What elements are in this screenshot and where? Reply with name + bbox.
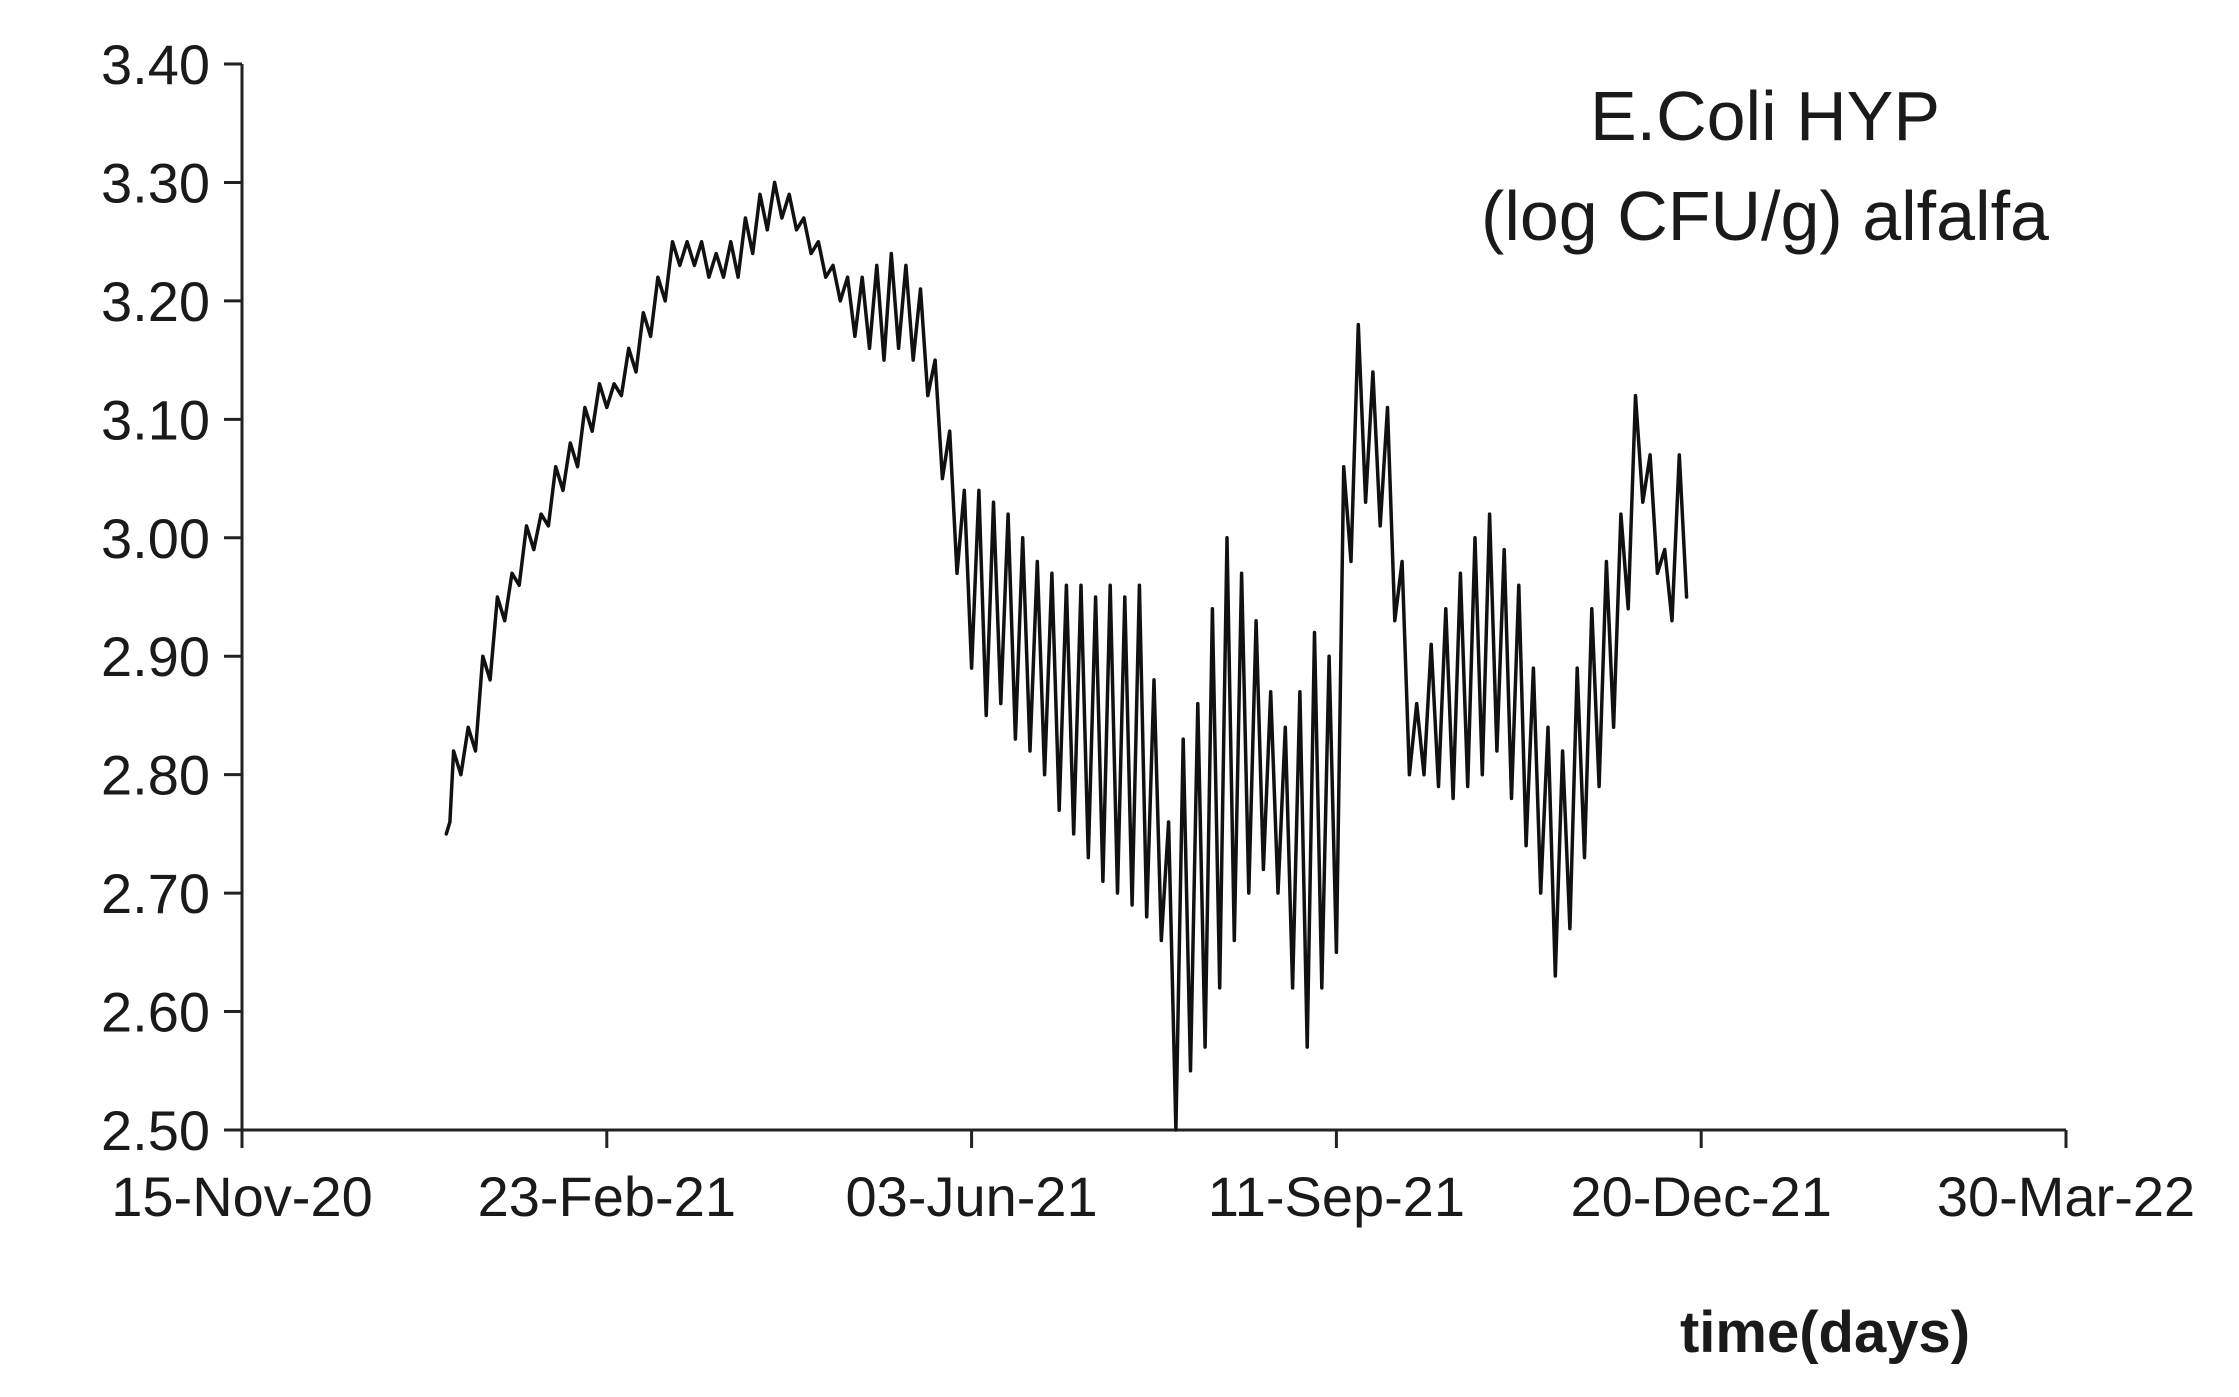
y-tick-label: 2.80 [101, 744, 210, 807]
y-tick-label: 3.20 [101, 270, 210, 333]
y-tick-label: 3.40 [101, 33, 210, 96]
series-line [444, 180, 1689, 1132]
y-tick-label: 3.10 [101, 388, 210, 451]
y-tick-label: 3.00 [101, 507, 210, 570]
x-tick-label: 20-Dec-21 [1570, 1165, 1831, 1228]
y-tick-label: 2.70 [101, 862, 210, 925]
y-axis-ticks: 2.50 2.60 2.70 2.80 2.90 3.00 3.10 3.20 3.30 3.40 [101, 33, 242, 1162]
y-tick-label: 2.50 [101, 1099, 210, 1162]
y-tick-label: 3.30 [101, 151, 210, 214]
x-axis-ticks: 15-Nov-20 23-Feb-21 03-Jun-21 11-Sep-21 20-D… [111, 1130, 2195, 1228]
chart-title-line-2: (log CFU/g) alfalfa [1481, 177, 2049, 255]
x-tick-label: 30-Mar-22 [1937, 1165, 2195, 1228]
x-tick-label: 03-Jun-21 [846, 1165, 1098, 1228]
y-tick-label: 2.90 [101, 625, 210, 688]
x-tick-label: 15-Nov-20 [111, 1165, 372, 1228]
x-axis-title: time(days) [1680, 1300, 1970, 1365]
x-tick-label: 11-Sep-21 [1208, 1165, 1465, 1228]
chart-title-line-1: E.Coli HYP [1590, 77, 1940, 155]
x-tick-label: 23-Feb-21 [478, 1165, 736, 1228]
y-tick-label: 2.60 [101, 981, 210, 1044]
